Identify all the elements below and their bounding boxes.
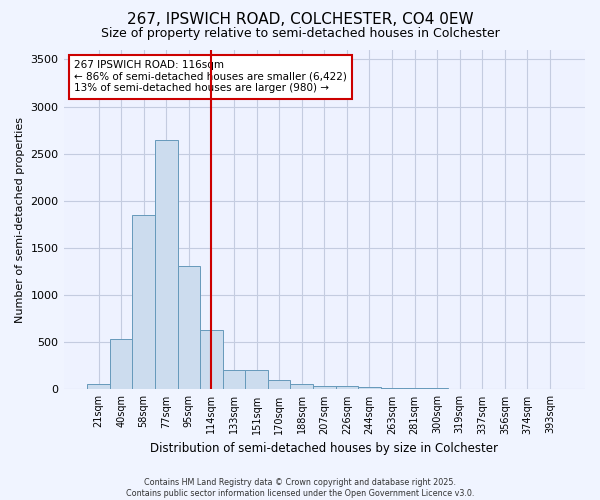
X-axis label: Distribution of semi-detached houses by size in Colchester: Distribution of semi-detached houses by … xyxy=(150,442,498,455)
Text: Size of property relative to semi-detached houses in Colchester: Size of property relative to semi-detach… xyxy=(101,28,499,40)
Bar xyxy=(448,388,471,390)
Bar xyxy=(110,340,133,390)
Bar xyxy=(268,380,290,390)
Bar xyxy=(133,215,155,390)
Text: Contains HM Land Registry data © Crown copyright and database right 2025.
Contai: Contains HM Land Registry data © Crown c… xyxy=(126,478,474,498)
Bar xyxy=(87,384,110,390)
Text: 267 IPSWICH ROAD: 116sqm
← 86% of semi-detached houses are smaller (6,422)
13% o: 267 IPSWICH ROAD: 116sqm ← 86% of semi-d… xyxy=(74,60,347,94)
Bar xyxy=(403,388,426,390)
Bar xyxy=(426,388,448,390)
Bar xyxy=(155,140,178,390)
Bar xyxy=(200,330,223,390)
Bar xyxy=(245,370,268,390)
Text: 267, IPSWICH ROAD, COLCHESTER, CO4 0EW: 267, IPSWICH ROAD, COLCHESTER, CO4 0EW xyxy=(127,12,473,28)
Bar xyxy=(335,386,358,390)
Bar xyxy=(223,370,245,390)
Bar xyxy=(290,384,313,390)
Bar xyxy=(381,388,403,390)
Bar xyxy=(358,387,381,390)
Bar xyxy=(313,386,335,390)
Y-axis label: Number of semi-detached properties: Number of semi-detached properties xyxy=(15,116,25,322)
Bar xyxy=(178,266,200,390)
